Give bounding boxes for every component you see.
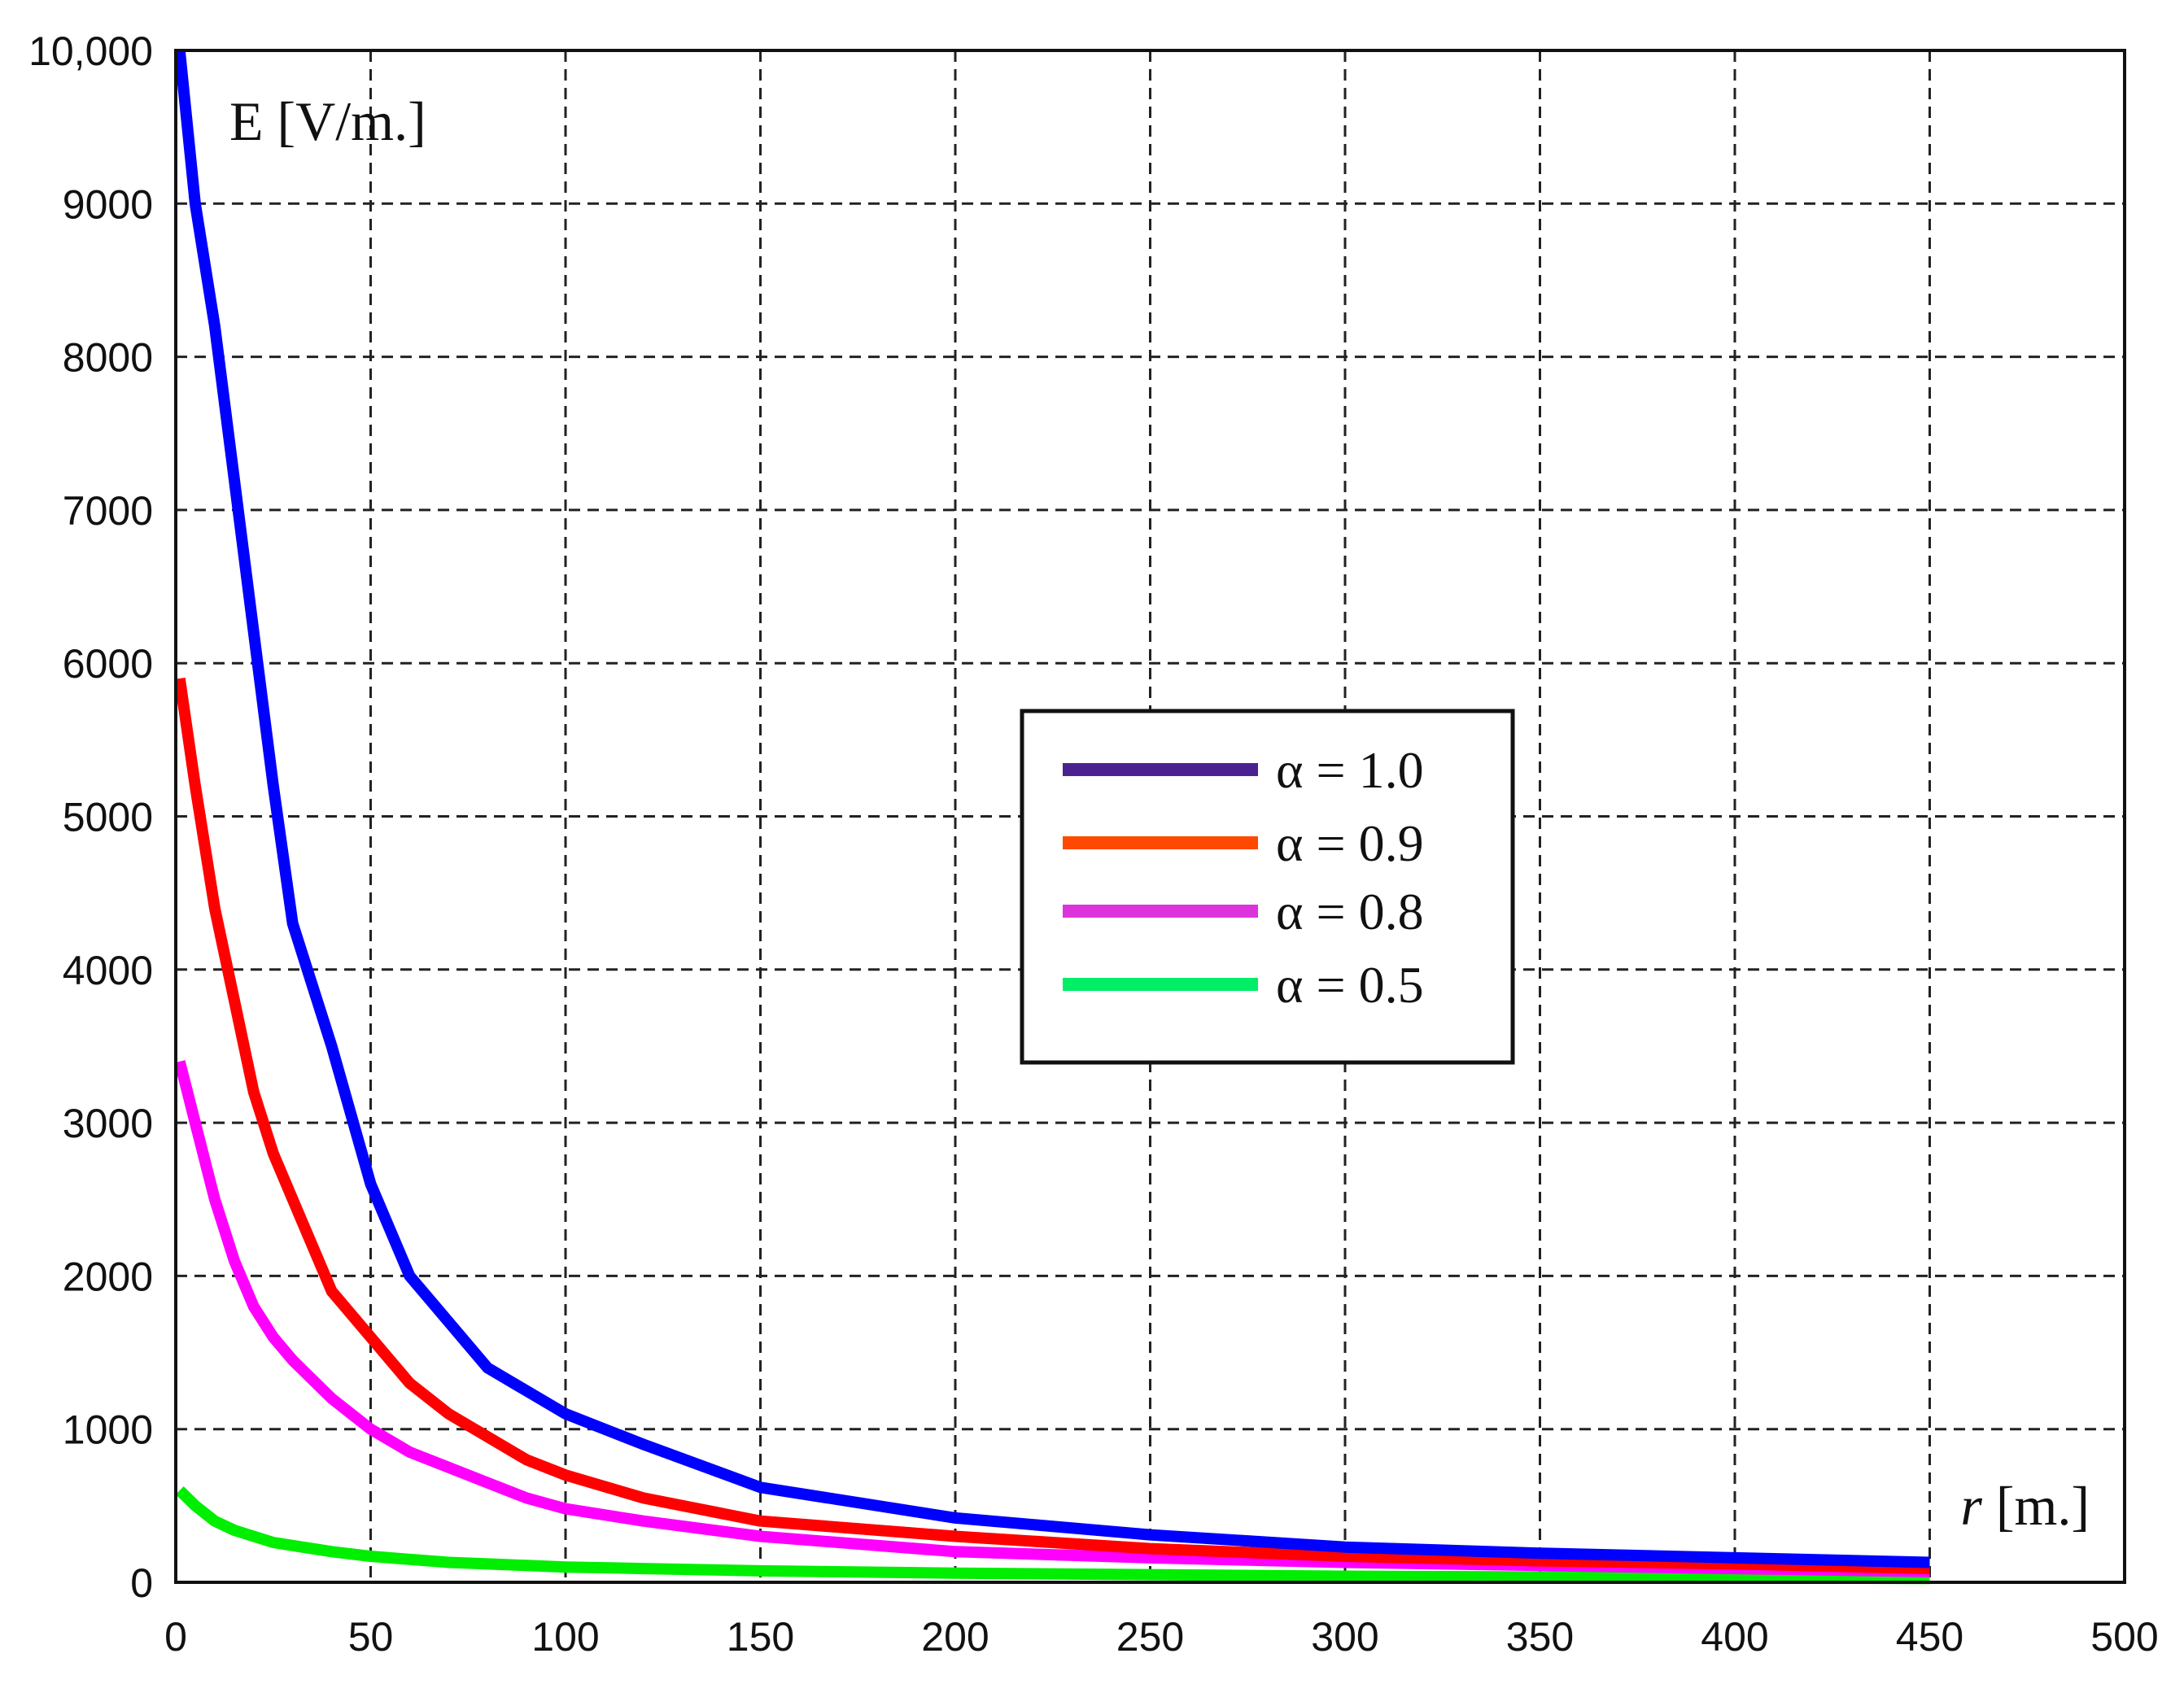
series-line-1 (173, 677, 1930, 1575)
x-tick-label: 50 (348, 1614, 394, 1660)
x-axis-title-unit: [m.] (1982, 1475, 2090, 1537)
legend-label: α = 0.8 (1276, 883, 1424, 940)
plot-frame (174, 49, 2126, 1584)
x-axis-title-variable: r (1960, 1475, 1982, 1537)
x-tick-label: 0 (164, 1614, 187, 1660)
y-tick-label: 6000 (63, 641, 153, 687)
legend: α = 1.0 α = 0.9 α = 0.8 α = 0.5 (1020, 709, 1515, 1065)
y-tick-label: 3000 (63, 1101, 153, 1146)
series-line-0 (173, 50, 1930, 1568)
x-tick-label: 400 (1701, 1614, 1768, 1660)
series-line-2 (174, 1060, 1930, 1577)
y-axis-title: E [V/m.] (229, 90, 426, 152)
series-line-3 (175, 1486, 1930, 1585)
x-tick-label: 450 (1896, 1614, 1963, 1660)
y-tick-label: 4000 (63, 948, 153, 993)
y-tick-label: 2000 (63, 1254, 153, 1299)
x-tick-label: 500 (2090, 1614, 2158, 1660)
y-axis-ticks: 0 1000 2000 3000 4000 5000 6000 7000 8000 9000 10,… (28, 28, 153, 1606)
x-tick-label: 200 (921, 1614, 989, 1660)
y-tick-label: 9000 (63, 181, 153, 227)
y-tick-label: 10,000 (28, 28, 153, 74)
y-tick-label: 5000 (63, 795, 153, 840)
x-axis-title: r [m.] (1960, 1475, 2090, 1537)
y-tick-label: 0 (130, 1560, 153, 1606)
x-tick-label: 100 (531, 1614, 599, 1660)
y-tick-label: 1000 (63, 1407, 153, 1453)
legend-label: α = 0.9 (1276, 814, 1424, 872)
y-tick-label: 8000 (63, 335, 153, 381)
series-lines (173, 50, 1930, 1585)
x-tick-label: 300 (1311, 1614, 1378, 1660)
x-tick-label: 150 (727, 1614, 794, 1660)
y-tick-label: 7000 (63, 488, 153, 534)
legend-label: α = 0.5 (1276, 956, 1424, 1014)
x-axis-ticks: 0 50 100 150 200 250 300 350 400 450 500 (164, 1614, 2159, 1660)
x-tick-label: 350 (1506, 1614, 1574, 1660)
x-tick-label: 250 (1116, 1614, 1184, 1660)
legend-label: α = 1.0 (1276, 741, 1424, 799)
